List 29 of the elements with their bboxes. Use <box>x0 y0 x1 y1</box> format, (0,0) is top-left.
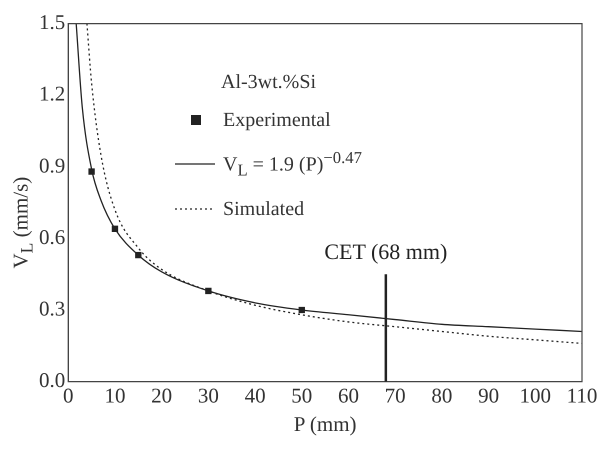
x-tick-label: 110 <box>566 384 598 408</box>
legend-label: Experimental <box>223 108 331 133</box>
x-tick-label: 0 <box>63 384 74 408</box>
x-tick-label: 100 <box>520 384 552 408</box>
y-tick-label: 0.3 <box>39 296 66 321</box>
y-tick-label: 1.5 <box>39 10 66 34</box>
legend-title: Al-3wt.%Si <box>220 70 317 95</box>
y-tick-label: 0.0 <box>39 368 66 392</box>
x-tick-label: 50 <box>291 384 312 408</box>
x-tick-label: 10 <box>104 384 126 408</box>
x-tick-label: 80 <box>431 384 452 408</box>
x-tick-label: 30 <box>198 384 219 408</box>
ref-line-label: CET (68 mm) <box>324 238 448 264</box>
point <box>205 288 212 294</box>
legend-label: Simulated <box>223 196 304 222</box>
legend-label: V$_{L}$ = 1.9 (P)$^{−0.47}$ <box>223 147 362 182</box>
point <box>298 306 305 314</box>
point <box>135 252 142 258</box>
point <box>112 226 118 232</box>
y-tick-label: 0.9 <box>39 153 66 178</box>
y-tick-label: 0.6 <box>39 224 66 249</box>
x-axis-title: P (mm) <box>294 412 357 436</box>
point <box>88 168 95 175</box>
x-tick-label: 90 <box>478 384 500 408</box>
x-tick-label: 40 <box>244 384 266 408</box>
x-tick-label: 20 <box>151 384 172 408</box>
x-tick-label: 70 <box>384 384 406 408</box>
x-tick-label: 60 <box>338 384 359 408</box>
y-tick-label: 1.2 <box>39 82 66 106</box>
